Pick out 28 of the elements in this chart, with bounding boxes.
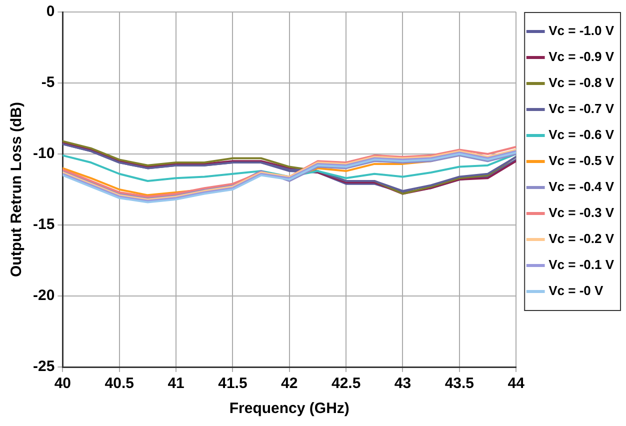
legend-label: Vc = -1.0 V: [548, 23, 614, 38]
legend-label: Vc = -0.5 V: [548, 153, 614, 168]
legend-label: Vc = -0.8 V: [548, 75, 614, 90]
y-tick-label: -25: [32, 358, 55, 376]
legend-label: Vc = -0.6 V: [548, 127, 614, 142]
x-tick-label: 41: [168, 375, 184, 392]
y-tick-label: -5: [41, 74, 55, 92]
x-axis-title: Frequency (GHz): [229, 400, 350, 418]
x-tick-label: 40.5: [104, 375, 134, 392]
y-tick-label: -15: [32, 216, 55, 234]
x-tick-label: 44: [508, 375, 526, 392]
x-tick-label: 40: [54, 375, 72, 392]
x-tick-label: 41.5: [218, 375, 248, 392]
legend-label: Vc = -0.9 V: [548, 49, 614, 64]
y-tick-label: 0: [46, 3, 55, 20]
legend-label: Vc = -0 V: [548, 283, 604, 298]
y-tick-label: -10: [32, 145, 55, 162]
x-tick-label: 43: [394, 375, 412, 392]
y-tick-label: -20: [32, 287, 55, 304]
x-tick-label: 43.5: [444, 375, 474, 392]
legend-label: Vc = -0.3 V: [548, 205, 614, 220]
x-tick-label: 42: [281, 375, 298, 392]
legend-label: Vc = -0.1 V: [548, 257, 614, 272]
y-axis-title: Output Retrun Loss (dB): [8, 102, 26, 277]
legend-label: Vc = -0.4 V: [548, 179, 614, 194]
x-tick-label: 42.5: [331, 375, 361, 392]
legend-label: Vc = -0.7 V: [548, 101, 614, 116]
legend-label: Vc = -0.2 V: [548, 231, 614, 246]
